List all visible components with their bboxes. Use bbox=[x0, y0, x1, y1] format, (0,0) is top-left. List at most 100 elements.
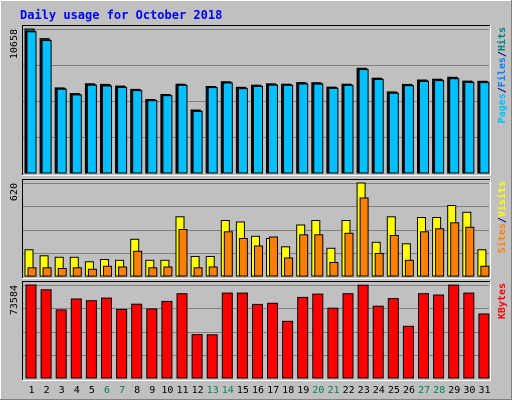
bar-pages-day-5 bbox=[86, 84, 97, 174]
y-max-label-hits: 10658 bbox=[9, 29, 20, 59]
x-tick-label: 31 bbox=[478, 385, 490, 396]
bar-sites-day-7 bbox=[118, 266, 128, 277]
bar-pages-day-22 bbox=[343, 84, 354, 174]
x-tick-label: 18 bbox=[282, 385, 294, 396]
bar-kbytes-day-23 bbox=[357, 284, 369, 379]
bar-sites-day-29 bbox=[450, 222, 460, 277]
bar-kbytes-day-21 bbox=[327, 307, 339, 379]
bar-sites-day-15 bbox=[238, 238, 248, 277]
bar-pages-day-3 bbox=[56, 88, 67, 174]
x-tick-label: 19 bbox=[297, 385, 309, 396]
bar-pages-day-12 bbox=[192, 110, 203, 174]
bar-pages-day-28 bbox=[434, 80, 445, 174]
bar-pages-day-2 bbox=[41, 40, 52, 174]
x-tick-label: 3 bbox=[59, 385, 65, 396]
y-max-label-visits: 620 bbox=[9, 183, 20, 201]
panel-hits: 10658 Pages/Files/Hits bbox=[9, 25, 508, 176]
bar-kbytes-day-12 bbox=[191, 334, 203, 379]
x-tick-label: 13 bbox=[207, 385, 219, 396]
bar-kbytes-day-18 bbox=[282, 320, 294, 379]
legend-entry: / bbox=[497, 51, 508, 57]
bar-kbytes-day-27 bbox=[418, 293, 429, 379]
y-max-label-kbytes: 73584 bbox=[9, 285, 20, 315]
bar-kbytes-day-22 bbox=[342, 293, 354, 379]
bar-sites-day-2 bbox=[42, 267, 52, 277]
bar-sites-day-10 bbox=[163, 266, 173, 277]
panel-visits: 620 Sites/Visits bbox=[9, 179, 508, 279]
bar-sites-day-14 bbox=[223, 231, 233, 277]
x-tick-label: 20 bbox=[312, 385, 324, 396]
bar-kbytes-day-1 bbox=[25, 284, 37, 379]
bar-pages-day-19 bbox=[298, 83, 309, 174]
x-axis-labels: 1 2 3 4 5 6 7 8 9 10 11 12 13 14 15 16 17 18 19 20 21 22 23 24 2… bbox=[28, 385, 490, 396]
x-tick-label: 11 bbox=[176, 385, 188, 396]
x-tick-label: 23 bbox=[358, 385, 370, 396]
x-tick-label: 4 bbox=[74, 385, 80, 396]
bar-kbytes-day-31 bbox=[478, 313, 490, 379]
bar-pages-day-8 bbox=[132, 90, 143, 174]
x-tick-label: 21 bbox=[327, 385, 339, 396]
bar-pages-day-7 bbox=[117, 87, 128, 174]
legend-visits: Sites/Visits bbox=[496, 181, 508, 253]
bar-sites-day-18 bbox=[284, 257, 294, 277]
bar-pages-day-16 bbox=[253, 86, 263, 174]
bar-sites-day-24 bbox=[374, 253, 384, 277]
legend-entry: / bbox=[497, 87, 508, 93]
bar-kbytes-day-11 bbox=[176, 293, 188, 379]
bar-pages-day-27 bbox=[419, 80, 429, 174]
x-tick-label: 27 bbox=[418, 385, 430, 396]
bar-kbytes-day-14 bbox=[221, 292, 233, 379]
x-tick-label: 5 bbox=[89, 385, 95, 396]
bar-kbytes-day-29 bbox=[448, 284, 460, 379]
bar-kbytes-day-8 bbox=[131, 303, 143, 379]
bar-pages-day-23 bbox=[358, 69, 369, 174]
bar-kbytes-day-17 bbox=[267, 302, 278, 379]
bar-pages-day-4 bbox=[71, 94, 82, 174]
bar-sites-day-21 bbox=[329, 262, 339, 277]
bar-pages-day-11 bbox=[177, 84, 188, 174]
bar-sites-day-6 bbox=[103, 265, 112, 277]
bar-sites-day-5 bbox=[87, 268, 97, 277]
bar-sites-day-1 bbox=[27, 267, 37, 277]
chart-panels: 10658 Pages/Files/Hits 620 Sites/Visits 7358… bbox=[9, 25, 508, 381]
bar-pages-day-31 bbox=[479, 82, 490, 174]
bar-kbytes-day-13 bbox=[206, 334, 218, 379]
legend-entry: / bbox=[497, 217, 508, 223]
x-tick-label: 1 bbox=[28, 385, 34, 396]
bar-sites-day-16 bbox=[254, 245, 263, 277]
chart-title: Daily usage for October 2018 bbox=[20, 8, 222, 22]
bar-sites-day-4 bbox=[72, 267, 82, 277]
bar-pages-day-13 bbox=[207, 87, 218, 174]
bar-kbytes-day-20 bbox=[312, 293, 324, 379]
bar-pages-day-10 bbox=[162, 95, 173, 174]
bar-pages-day-29 bbox=[449, 78, 460, 174]
bar-kbytes-day-3 bbox=[55, 309, 67, 379]
bar-kbytes-day-5 bbox=[85, 300, 97, 379]
bar-sites-day-31 bbox=[480, 265, 490, 277]
bar-kbytes-day-24 bbox=[372, 305, 384, 379]
bar-sites-day-30 bbox=[465, 226, 475, 277]
bar-kbytes-day-19 bbox=[297, 296, 309, 379]
bar-kbytes-day-28 bbox=[433, 294, 445, 379]
bar-kbytes-day-9 bbox=[146, 308, 158, 379]
series-pages bbox=[26, 31, 490, 174]
bar-sites-day-27 bbox=[420, 231, 429, 277]
x-tick-label: 16 bbox=[252, 385, 264, 396]
bar-pages-day-26 bbox=[403, 85, 414, 174]
x-tick-label: 10 bbox=[161, 385, 173, 396]
x-tick-label: 30 bbox=[463, 385, 475, 396]
bar-sites-day-9 bbox=[148, 267, 158, 277]
bar-sites-day-11 bbox=[178, 229, 188, 277]
x-tick-label: 7 bbox=[119, 385, 125, 396]
legend-entry: Sites bbox=[496, 223, 508, 253]
bar-sites-day-28 bbox=[435, 228, 445, 277]
bar-pages-day-21 bbox=[328, 87, 339, 174]
bar-kbytes-day-30 bbox=[463, 292, 475, 379]
x-tick-label: 28 bbox=[433, 385, 445, 396]
bar-sites-day-22 bbox=[344, 232, 354, 277]
bar-kbytes-day-25 bbox=[387, 298, 399, 379]
legend-hits: Pages/Files/Hits bbox=[496, 27, 508, 123]
panel-kbytes: 73584 KBytes bbox=[9, 281, 508, 381]
x-tick-label: 9 bbox=[149, 385, 155, 396]
x-tick-label: 15 bbox=[237, 385, 249, 396]
